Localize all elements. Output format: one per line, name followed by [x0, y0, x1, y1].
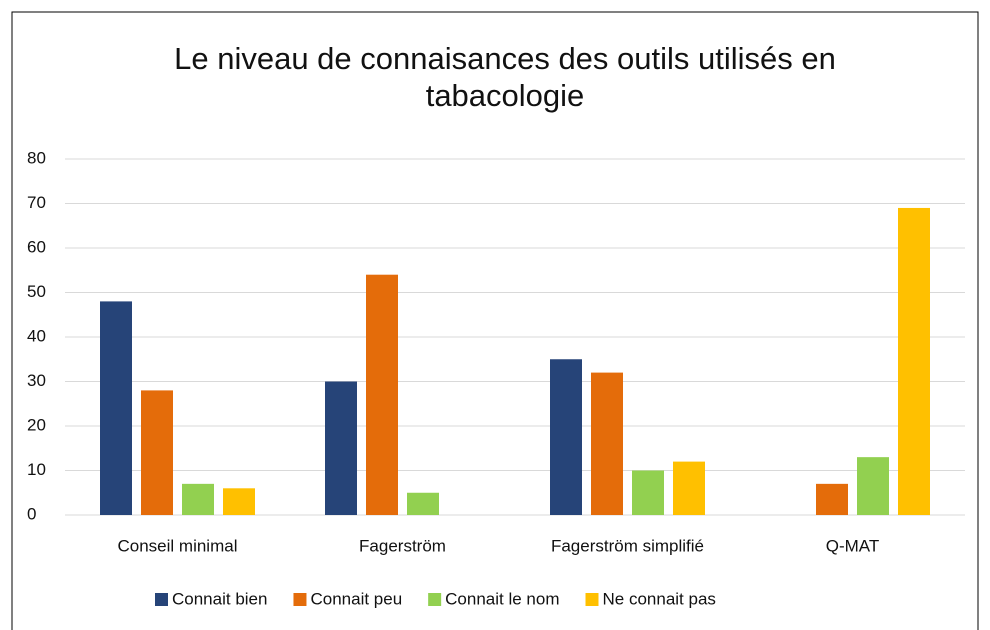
y-tick-label: 70 — [27, 193, 46, 212]
bar — [223, 488, 255, 515]
bar — [325, 381, 357, 515]
y-tick-label: 0 — [27, 504, 36, 523]
bar — [182, 483, 214, 515]
legend-label: Ne connait pas — [603, 589, 716, 608]
bar — [816, 483, 848, 515]
bar — [550, 359, 582, 515]
chart-title: Le niveau de connaisances des outils uti… — [174, 41, 836, 113]
bar — [898, 207, 930, 515]
y-tick-label: 10 — [27, 460, 46, 479]
x-tick-label: Fagerström simplifié — [551, 536, 704, 555]
legend-swatch — [428, 593, 442, 606]
y-tick-label: 40 — [27, 326, 46, 345]
y-tick-label: 50 — [27, 282, 46, 301]
bar — [100, 301, 132, 515]
x-tick-label: Fagerström — [359, 536, 446, 555]
bar — [857, 457, 889, 515]
legend-label: Connait le nom — [445, 589, 559, 608]
bar — [407, 492, 439, 515]
legend-swatch — [155, 593, 168, 606]
legend-label: Connait peu — [310, 589, 402, 608]
legend-swatch — [585, 593, 599, 606]
bar — [591, 372, 623, 515]
legend-label: Connait bien — [172, 589, 267, 608]
bar — [632, 470, 664, 515]
bar — [141, 390, 173, 515]
legend-swatch — [293, 593, 307, 606]
x-tick-label: Conseil minimal — [118, 536, 238, 555]
x-tick-label: Q-MAT — [826, 536, 880, 555]
y-tick-label: 60 — [27, 237, 46, 256]
bar — [366, 274, 398, 515]
chart-border — [11, 11, 979, 630]
y-tick-label: 20 — [27, 415, 46, 434]
y-tick-label: 80 — [27, 148, 46, 167]
y-tick-label: 30 — [27, 371, 46, 390]
bar — [673, 461, 705, 515]
